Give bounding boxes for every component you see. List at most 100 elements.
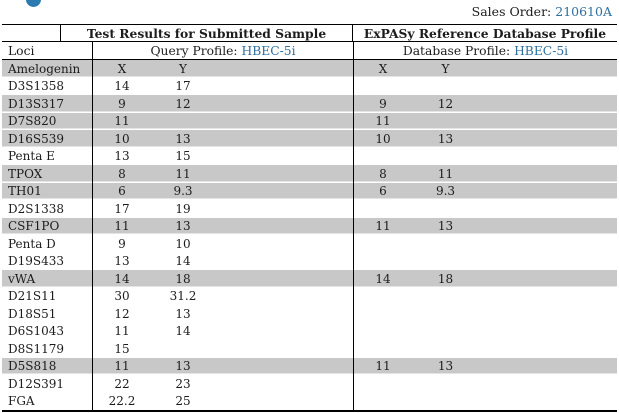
loci-cell: vWA (8, 271, 36, 286)
query-x-cell: 11 (114, 359, 130, 374)
section-header-spacer (2, 25, 60, 41)
loci-cell: D5S818 (8, 359, 57, 374)
query-x-cell: 9 (118, 236, 126, 251)
loci-cell: TPOX (8, 166, 43, 181)
db-x-cell: X (378, 61, 388, 76)
table-row: D3S1358 14 17 (2, 78, 617, 96)
table-row: D16S539 10 13 10 13 (2, 130, 617, 148)
query-x-cell: 14 (114, 271, 130, 286)
loci-cell: Amelogenin (8, 61, 81, 76)
table-row: Penta D 9 10 (2, 235, 617, 253)
section-header-expasy: ExPASy Reference Database Profile (352, 25, 617, 41)
query-y-cell: 19 (175, 201, 191, 216)
section-header-test-results: Test Results for Submitted Sample (60, 25, 352, 41)
query-y-cell: 13 (175, 219, 191, 234)
table-row: D21S11 30 31.2 (2, 288, 617, 306)
table-row: D6S1043 11 14 (2, 323, 617, 341)
query-y-cell: Y (179, 61, 187, 76)
db-y-cell: Y (441, 61, 450, 76)
loci-cell: D21S11 (8, 289, 57, 304)
db-y-cell: 13 (437, 359, 454, 374)
results-table: Test Results for Submitted Sample ExPASy… (2, 24, 617, 412)
database-profile-label: Database Profile: (402, 43, 511, 58)
query-y-cell: 15 (175, 149, 191, 164)
table-row: D12S391 22 23 (2, 375, 617, 393)
loci-column-header: Loci (8, 43, 35, 58)
query-y-cell: 17 (175, 79, 191, 94)
db-y-cell: 12 (437, 96, 454, 111)
table-row: TPOX 8 11 8 11 (2, 165, 617, 183)
query-y-cell: 14 (175, 254, 191, 269)
loci-cell: CSF1PO (8, 219, 60, 234)
query-y-cell: 25 (175, 394, 191, 409)
table-row: D13S317 9 12 9 12 (2, 95, 617, 113)
loci-cell: D16S539 (8, 131, 65, 146)
db-y-cell: 18 (437, 271, 454, 286)
query-x-cell: 8 (118, 166, 126, 181)
table-row: D2S1338 17 19 (2, 200, 617, 218)
query-x-cell: 30 (114, 289, 130, 304)
loci-cell: D19S433 (8, 254, 65, 269)
db-y-cell: 11 (437, 166, 454, 181)
loci-column-divider (92, 60, 93, 410)
query-x-cell: X (117, 61, 127, 76)
table-row: TH01 6 9.3 6 9.3 (2, 182, 617, 200)
loci-cell: D6S1043 (8, 324, 65, 339)
query-y-cell: 13 (175, 131, 191, 146)
query-x-cell: 6 (118, 184, 126, 199)
loci-cell: D18S51 (8, 306, 57, 321)
table-row: D18S51 12 13 (2, 305, 617, 323)
query-x-cell: 15 (114, 341, 130, 356)
query-y-cell: 10 (175, 236, 191, 251)
table-row: D7S820 11 11 (2, 112, 617, 130)
query-x-cell: 11 (114, 219, 130, 234)
db-x-cell: 9 (379, 96, 387, 111)
table-row: D5S818 11 13 11 13 (2, 357, 617, 375)
query-y-cell: 11 (175, 166, 191, 181)
query-x-cell: 13 (114, 149, 130, 164)
query-x-cell: 13 (114, 254, 130, 269)
loci-cell: D7S820 (8, 114, 57, 129)
table-row: FGA 22.2 25 (2, 393, 617, 411)
loci-cell: Penta E (8, 149, 55, 164)
query-y-cell: 23 (175, 376, 191, 391)
table-row: vWA 14 18 14 18 (2, 270, 617, 288)
section-divider (353, 60, 354, 410)
query-profile-header: Query Profile: HBEC-5i (92, 42, 353, 59)
query-x-cell: 11 (114, 114, 130, 129)
table-row: CSF1PO 11 13 11 13 (2, 217, 617, 235)
sales-order-label: Sales Order: (471, 4, 552, 19)
table-row: Amelogenin X Y X Y (2, 60, 617, 78)
query-profile-label: Query Profile: (150, 43, 238, 58)
query-y-cell: 12 (175, 96, 191, 111)
table-row: D8S1179 15 (2, 340, 617, 358)
loci-cell: TH01 (8, 184, 42, 199)
db-y-cell: 13 (437, 219, 454, 234)
db-x-cell: 6 (379, 184, 387, 199)
db-x-cell: 11 (375, 114, 391, 129)
profile-header-row: Loci Query Profile: HBEC-5i Database Pro… (2, 41, 617, 60)
query-y-cell: 14 (175, 324, 191, 339)
table-row: D19S433 13 14 (2, 253, 617, 271)
section-header-row: Test Results for Submitted Sample ExPASy… (2, 24, 617, 41)
logo-circle-icon (26, 0, 41, 7)
db-x-cell: 11 (375, 219, 391, 234)
query-y-cell: 31.2 (169, 289, 197, 304)
loci-cell: D2S1338 (8, 201, 65, 216)
table-row: Penta E 13 15 (2, 148, 617, 166)
query-x-cell: 22 (114, 376, 130, 391)
db-x-cell: 10 (375, 131, 391, 146)
query-y-cell: 13 (175, 359, 191, 374)
query-y-cell: 18 (175, 271, 191, 286)
db-y-cell: 9.3 (435, 184, 456, 199)
query-y-cell: 13 (175, 306, 191, 321)
loci-cell: Penta D (8, 236, 56, 251)
db-x-cell: 8 (379, 166, 387, 181)
query-x-cell: 11 (114, 324, 130, 339)
query-x-cell: 22.2 (108, 394, 136, 409)
query-profile-value: HBEC-5i (241, 43, 296, 58)
db-x-cell: 11 (375, 359, 391, 374)
database-profile-header: Database Profile: HBEC-5i (353, 42, 617, 59)
sales-order: Sales Order: 210610A (472, 4, 612, 19)
